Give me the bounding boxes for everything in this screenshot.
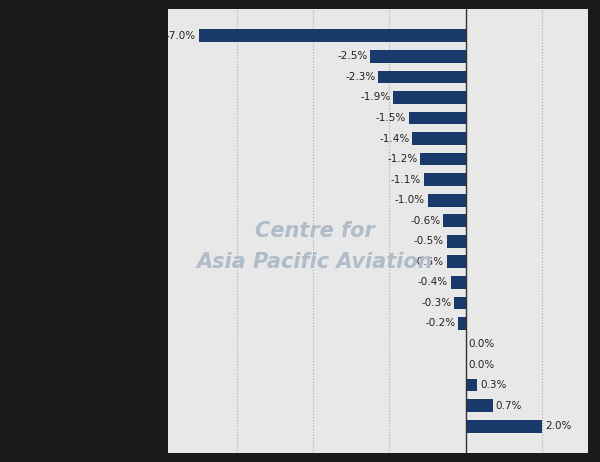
Text: -7.0%: -7.0%: [166, 31, 196, 41]
Bar: [428, 194, 466, 207]
Bar: [451, 276, 466, 289]
Text: -0.2%: -0.2%: [425, 318, 455, 328]
Text: 0.0%: 0.0%: [469, 359, 495, 370]
Text: -1.4%: -1.4%: [379, 134, 410, 144]
Text: -1.1%: -1.1%: [391, 175, 421, 185]
Text: -0.4%: -0.4%: [418, 277, 448, 287]
Bar: [393, 91, 466, 104]
Text: 0.7%: 0.7%: [495, 401, 521, 411]
Bar: [412, 132, 466, 145]
Text: -1.0%: -1.0%: [395, 195, 425, 205]
Bar: [420, 153, 466, 165]
Text: 2.0%: 2.0%: [545, 421, 571, 431]
Text: -0.5%: -0.5%: [414, 257, 444, 267]
Text: Centre for: Centre for: [255, 221, 375, 241]
Bar: [370, 50, 466, 63]
Bar: [409, 112, 466, 124]
Text: -1.9%: -1.9%: [361, 92, 391, 103]
Bar: [424, 173, 466, 186]
Text: 0.0%: 0.0%: [469, 339, 495, 349]
Text: -2.5%: -2.5%: [337, 51, 368, 61]
Text: -1.2%: -1.2%: [387, 154, 418, 164]
Bar: [466, 379, 477, 391]
Bar: [443, 214, 466, 227]
Text: -0.3%: -0.3%: [422, 298, 452, 308]
Text: -0.5%: -0.5%: [414, 236, 444, 246]
Bar: [447, 235, 466, 248]
Bar: [447, 255, 466, 268]
Bar: [458, 317, 466, 330]
Text: -1.5%: -1.5%: [376, 113, 406, 123]
Bar: [466, 420, 542, 432]
Text: 0.3%: 0.3%: [480, 380, 506, 390]
Text: -0.6%: -0.6%: [410, 216, 440, 226]
Bar: [378, 71, 466, 83]
Bar: [199, 30, 466, 42]
Bar: [454, 297, 466, 309]
Text: -2.3%: -2.3%: [345, 72, 376, 82]
Text: Asia Pacific Aviation: Asia Pacific Aviation: [197, 252, 433, 272]
Bar: [466, 399, 493, 412]
